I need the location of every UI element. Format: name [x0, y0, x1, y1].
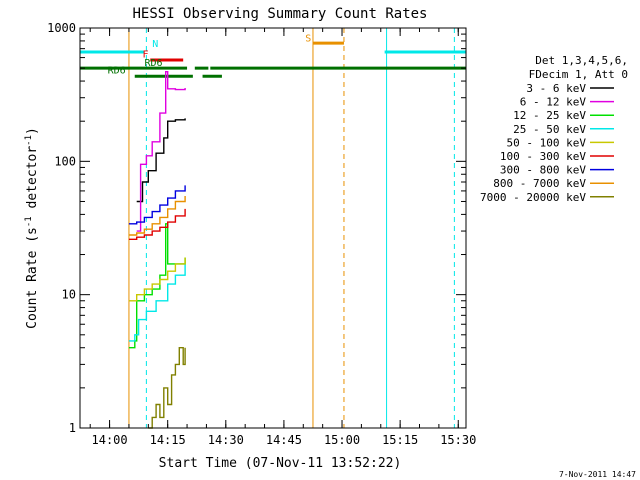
legend-header: FDecim 1, Att 0: [529, 68, 628, 81]
legend-entry-label: 7000 - 20000 keV: [480, 191, 586, 204]
legend: Det 1,3,4,5,6,FDecim 1, Att 03 - 6 keV6 …: [480, 54, 628, 204]
x-tick-label: 14:15: [150, 433, 186, 447]
y-axis-title: Count Rate (s-1 detector-1): [24, 127, 40, 329]
legend-entry-label: 25 - 50 keV: [513, 123, 586, 136]
x-tick-label: 15:00: [324, 433, 360, 447]
rd6-flag-label: RD6: [108, 66, 126, 77]
x-tick-label: 14:00: [92, 433, 128, 447]
x-tick-label: 15:15: [382, 433, 418, 447]
y-axis-title-sup: -1: [24, 216, 34, 227]
y-axis-title-part: ): [25, 127, 40, 135]
x-axis-title: Start Time (07-Nov-11 13:52:22): [159, 456, 402, 471]
legend-entry-label: 6 - 12 keV: [520, 96, 587, 109]
axes: 14:00 14:15 14:30 14:45 15:00 15:15 15:30 1 10 10…: [47, 21, 476, 447]
series-line: [128, 196, 186, 236]
series-line: [128, 263, 186, 342]
rd6-flag-label: RD6: [144, 58, 162, 69]
y-tick-label: 1000: [47, 21, 76, 35]
series-line: [128, 208, 186, 240]
timestamp-label: 7-Nov-2011 14:47: [559, 470, 636, 479]
y-tick-label: 100: [54, 154, 76, 168]
legend-entry-label: 3 - 6 keV: [526, 82, 586, 95]
legend-entry-label: 100 - 300 keV: [500, 150, 586, 163]
chart-title: HESSI Observing Summary Count Rates: [132, 6, 427, 22]
x-tick-label: 15:30: [440, 433, 476, 447]
plot-frame: [79, 27, 467, 429]
flare-flag-label: F: [143, 50, 149, 61]
legend-entry-label: 800 - 7000 keV: [493, 177, 586, 190]
night-flag-label: N: [152, 39, 158, 50]
series-lines: [128, 71, 186, 429]
y-axis-title-part: Count Rate (s: [25, 227, 40, 329]
legend-header: Det 1,3,4,5,6,: [535, 54, 628, 67]
legend-entry-label: 300 - 800 keV: [500, 164, 586, 177]
saa-flag-label: S: [305, 34, 311, 45]
y-tick-label: 1: [69, 421, 76, 435]
series-line: [128, 223, 186, 349]
series-line: [136, 118, 186, 203]
series-line: [136, 71, 186, 232]
series-line: [128, 185, 186, 225]
series-line: [148, 347, 186, 429]
x-tick-label: 14:30: [208, 433, 244, 447]
legend-entry-label: 12 - 25 keV: [513, 109, 586, 122]
y-axis-title-part: detector: [25, 146, 40, 217]
legend-entry-label: 50 - 100 keV: [507, 136, 587, 149]
y-tick-label: 10: [62, 288, 76, 302]
y-axis-title-sup: -1: [24, 135, 34, 146]
series-line: [128, 257, 186, 302]
x-tick-label: 14:45: [266, 433, 302, 447]
